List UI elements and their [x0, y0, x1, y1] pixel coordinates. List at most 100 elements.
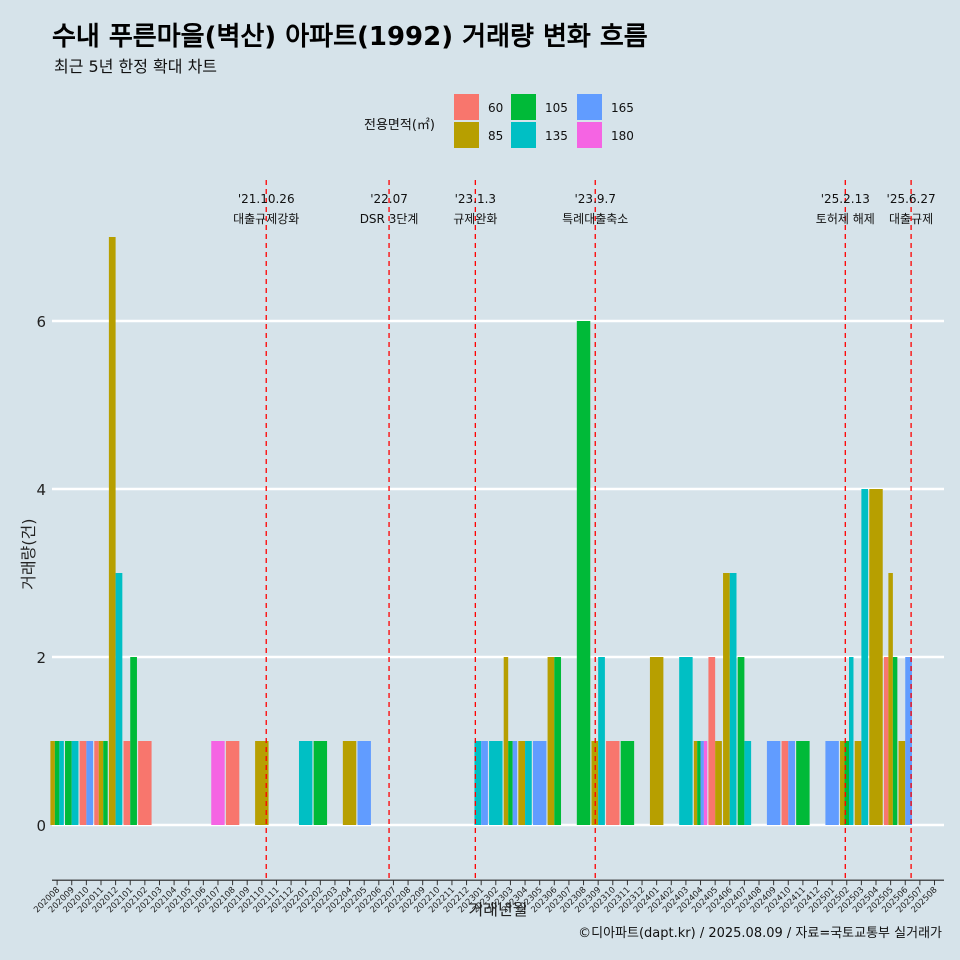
bar-135-202012	[115, 573, 123, 825]
bar-180-202404	[703, 741, 708, 825]
annotation-label: 규제완화	[453, 212, 497, 226]
bar-165-202303	[512, 741, 518, 825]
bar-105-202411	[796, 741, 810, 825]
bar-60-202410	[781, 741, 789, 825]
bar-105-202502	[844, 741, 849, 825]
annotation-date: '23.9.7	[575, 192, 616, 206]
bar-135-202502	[848, 657, 854, 825]
bar-85-202505	[888, 573, 893, 825]
bar-105-202303	[508, 741, 513, 825]
legend: 전용면적(㎡) 60 85 105 135 165 180	[362, 92, 682, 152]
bar-60-202011	[94, 741, 99, 825]
y-tick-label: 0	[36, 817, 46, 835]
bar-60-202405	[708, 657, 716, 825]
bar-165-202301	[481, 741, 488, 825]
legend-label-165: 165	[611, 101, 634, 115]
bar-165-202404	[700, 741, 704, 825]
bar-60-202010	[79, 741, 87, 825]
bar-60-202310	[606, 741, 620, 825]
legend-label-85: 85	[488, 129, 504, 143]
y-tick-label: 4	[36, 481, 46, 499]
bar-60-202108	[225, 741, 240, 825]
bar-165-202205	[357, 741, 371, 825]
x-axis-title: 거래년월	[469, 900, 528, 919]
bar-85-202204	[342, 741, 357, 825]
annotation-date: '25.2.13	[821, 192, 870, 206]
bar-85-202405	[715, 741, 722, 825]
bar-85-202503	[854, 741, 862, 825]
bar-135-202503	[861, 489, 869, 825]
bar-165-202010	[86, 741, 94, 825]
legend-swatch-180	[577, 122, 602, 148]
chart-subtitle: 최근 5년 한정 확대 차트	[54, 57, 218, 76]
annotation-label: 대출규제	[889, 212, 933, 226]
bar-165-202305	[532, 741, 547, 825]
bar-105-202306	[554, 657, 562, 825]
bar-165-202506	[905, 657, 912, 825]
bar-165-202501	[825, 741, 839, 825]
annotation-date: '22.07	[370, 192, 408, 206]
bar-60-202505	[883, 657, 889, 825]
bar-85-202401	[649, 657, 664, 825]
bar-85-202304	[518, 741, 526, 825]
bar-135-202406	[729, 573, 737, 825]
bar-85-202303	[503, 657, 509, 825]
legend-label-135: 135	[545, 129, 568, 143]
bar-105-202011	[103, 741, 108, 825]
bar-135-202302	[489, 741, 503, 825]
y-tick-label: 6	[36, 313, 46, 331]
bar-105-202101	[130, 657, 137, 825]
annotation-date: '25.6.27	[887, 192, 936, 206]
annotation-label: 특례대출축소	[562, 212, 628, 226]
legend-swatch-105	[511, 94, 536, 120]
bar-85-202008	[50, 741, 55, 825]
annotation-label: 토허제 해제	[816, 212, 875, 226]
bar-135-202201	[298, 741, 313, 825]
bar-85-202504	[869, 489, 883, 825]
annotation-date: '21.10.26	[238, 192, 295, 206]
y-tick-label: 2	[36, 649, 46, 667]
bar-135-202403	[679, 657, 693, 825]
bar-135-202304	[525, 741, 532, 825]
bar-180-202107	[211, 741, 225, 825]
bar-135-202407	[744, 741, 752, 825]
annotation-label: 대출규제강화	[233, 212, 299, 226]
bar-105-202202	[313, 741, 328, 825]
bar-135-202008	[59, 741, 64, 825]
bar-105-202008	[54, 741, 60, 825]
legend-title: 전용면적(㎡)	[364, 118, 435, 133]
annotation-date: '23.1.3	[455, 192, 496, 206]
source-caption: ©디아파트(dapt.kr) / 2025.08.09 / 자료=국토교통부 실…	[578, 926, 942, 941]
bar-135-202009	[71, 741, 79, 825]
annotation-label: DSR 3단계	[360, 212, 419, 226]
bar-85-202011	[98, 741, 104, 825]
bar-85-202404	[693, 741, 698, 825]
chart-title: 수내 푸른마을(벽산) 아파트(1992) 거래량 변화 흐름	[52, 22, 648, 52]
bar-60-202101	[123, 741, 131, 825]
bar-165-202409	[766, 741, 781, 825]
legend-swatch-135	[511, 122, 536, 148]
legend-label-180: 180	[611, 129, 634, 143]
bar-85-202406	[723, 573, 730, 825]
bar-135-202309	[598, 657, 605, 825]
bar-135-202301	[474, 741, 482, 825]
bar-105-202505	[892, 657, 898, 825]
y-axis-title: 거래량(건)	[19, 519, 38, 590]
bar-165-202410	[788, 741, 795, 825]
bar-105-202407	[737, 657, 745, 825]
legend-label-105: 105	[545, 101, 568, 115]
bar-85-202506	[898, 741, 906, 825]
legend-label-60: 60	[488, 101, 504, 115]
bar-85-202012	[108, 237, 116, 825]
legend-swatch-60	[454, 94, 479, 120]
legend-swatch-85	[454, 122, 479, 148]
bar-85-202502	[840, 741, 845, 825]
bar-85-202110	[255, 741, 269, 825]
bar-105-202308	[576, 321, 591, 825]
legend-swatch-165	[577, 94, 602, 120]
bar-60-202102	[138, 741, 152, 825]
bar-105-202311	[620, 741, 635, 825]
bar-105-202009	[65, 741, 72, 825]
bar-85-202306	[547, 657, 555, 825]
